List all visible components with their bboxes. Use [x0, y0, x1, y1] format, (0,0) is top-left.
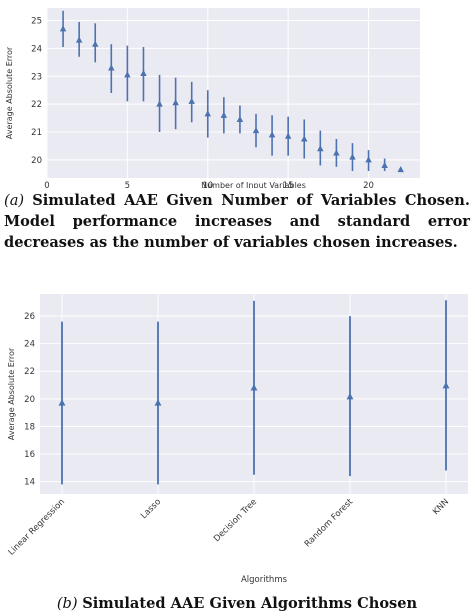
caption-b: (b) Simulated AAE Given Algorithms Chose… — [0, 593, 474, 614]
data-point-1 — [59, 10, 67, 48]
x-tick-label: 15 — [283, 181, 294, 188]
triangle-marker — [188, 97, 195, 104]
x-tick-label: 10 — [202, 181, 213, 188]
y-tick-label: 24 — [24, 340, 35, 350]
triangle-marker — [301, 135, 308, 142]
triangle-marker — [442, 381, 450, 389]
y-tick-label: 24 — [31, 44, 42, 54]
caption-a-label: (a) — [4, 192, 25, 209]
x-tick-label: Random Forest — [303, 497, 356, 550]
plot-area — [47, 8, 420, 178]
triangle-marker — [333, 149, 340, 156]
data-point-18 — [333, 138, 340, 167]
triangle-marker — [156, 100, 163, 107]
x-tick-label: Decision Tree — [212, 497, 259, 544]
triangle-marker — [365, 156, 372, 163]
x-tick-label: Lasso — [139, 497, 163, 521]
x-axis-label: Algorithms — [241, 575, 288, 585]
data-point-8 — [172, 77, 179, 130]
data-point-linear-regression — [58, 321, 66, 485]
triangle-marker — [250, 383, 258, 391]
triangle-marker — [349, 153, 356, 160]
triangle-marker — [140, 69, 147, 77]
x-axis-label: Number of Input Variables — [201, 181, 306, 188]
y-tick-label: 26 — [24, 312, 35, 322]
data-point-knn — [442, 300, 450, 471]
triangle-marker — [59, 25, 67, 32]
data-point-lasso — [154, 321, 162, 485]
triangle-marker — [124, 71, 131, 78]
triangle-marker — [58, 399, 66, 406]
data-point-12 — [236, 105, 244, 134]
triangle-marker — [284, 132, 292, 139]
data-point-4 — [108, 44, 115, 93]
data-point-21 — [381, 158, 388, 172]
triangle-marker — [91, 40, 99, 47]
y-tick-label: 22 — [31, 100, 42, 110]
data-point-16 — [301, 119, 308, 159]
triangle-marker — [381, 161, 388, 168]
triangle-marker — [236, 115, 244, 122]
data-point-2 — [75, 21, 83, 57]
triangle-marker — [154, 399, 162, 406]
data-point-17 — [317, 130, 324, 166]
data-point-6 — [140, 47, 147, 102]
x-tick-label: Linear Regression — [7, 497, 68, 558]
y-tick-label: 14 — [24, 478, 35, 488]
y-tick-label: 20 — [31, 156, 42, 166]
data-point-9 — [188, 81, 195, 123]
triangle-marker — [317, 145, 324, 152]
y-tick-label: 23 — [31, 72, 42, 82]
y-axis-label: Average Absolute Error — [7, 347, 16, 440]
y-tick-label: 21 — [31, 128, 42, 138]
caption-a: (a) Simulated AAE Given Number of Variab… — [4, 190, 470, 253]
triangle-marker — [75, 36, 83, 43]
y-tick-label: 25 — [31, 17, 42, 27]
data-point-random-forest — [346, 316, 354, 477]
data-point-3 — [91, 23, 99, 63]
x-tick-label: KNN — [431, 497, 451, 517]
data-point-14 — [268, 115, 276, 156]
data-point-5 — [124, 45, 131, 102]
x-tick-label: 20 — [363, 181, 374, 188]
triangle-marker — [346, 392, 354, 400]
data-point-22 — [397, 166, 404, 173]
triangle-marker — [397, 166, 404, 173]
data-point-15 — [284, 116, 292, 156]
triangle-marker — [172, 99, 179, 106]
y-tick-label: 16 — [24, 450, 35, 460]
caption-a-text: Simulated AAE Given Number of Variables … — [4, 192, 470, 251]
triangle-marker — [268, 131, 276, 138]
x-tick-label: 0 — [44, 181, 49, 188]
data-point-decision-tree — [250, 300, 258, 475]
y-tick-label: 20 — [24, 395, 35, 405]
data-point-13 — [252, 113, 260, 148]
data-point-10 — [204, 90, 212, 138]
y-tick-label: 22 — [24, 367, 35, 377]
data-point-7 — [156, 74, 163, 133]
data-point-20 — [365, 150, 372, 172]
triangle-marker — [108, 64, 115, 71]
chart-b-aae-vs-algorithms: 14 16 18 20 22 24 26 Linear Regression Lasso Deci… — [7, 294, 468, 585]
triangle-marker — [204, 110, 212, 117]
caption-b-label: (b) — [56, 595, 78, 612]
y-axis-label: Average Absolute Error — [5, 46, 14, 139]
triangle-marker — [252, 127, 260, 134]
triangle-marker — [220, 111, 228, 118]
caption-b-text: Simulated AAE Given Algorithms Chosen — [82, 595, 418, 612]
chart-a-aae-vs-variables: 20 21 22 23 24 25 0 5 10 15 20 Number of Input Vari… — [5, 8, 420, 188]
data-point-11 — [220, 97, 228, 134]
data-point-19 — [349, 143, 356, 172]
y-tick-label: 18 — [24, 422, 35, 432]
x-tick-label: 5 — [125, 181, 130, 188]
